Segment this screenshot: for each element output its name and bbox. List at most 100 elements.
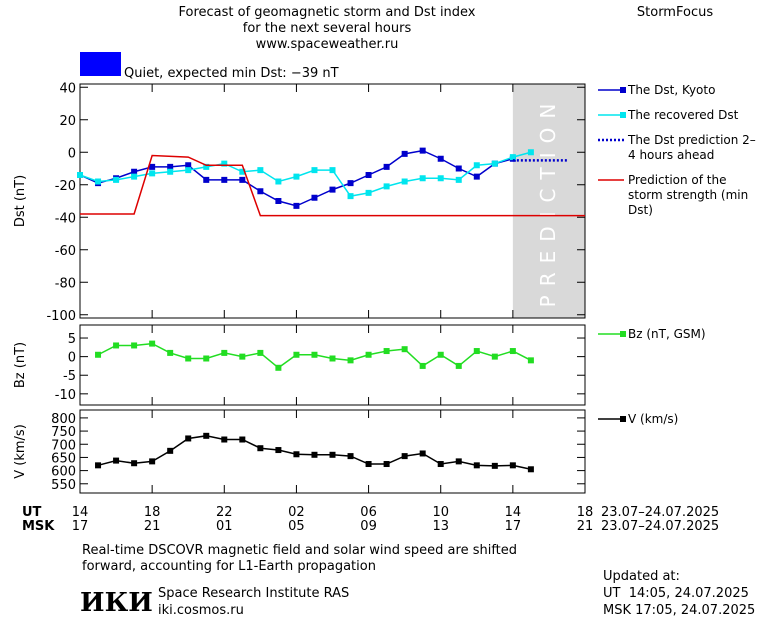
point xyxy=(491,462,498,469)
legend-entry: The Dst, Kyoto xyxy=(596,83,758,98)
point xyxy=(221,176,228,183)
y-tick-label: 750 xyxy=(51,425,76,440)
point xyxy=(203,163,210,170)
point xyxy=(203,432,210,439)
point xyxy=(347,180,354,187)
legend-label: The Dst, Kyoto xyxy=(628,83,716,97)
point xyxy=(221,436,228,443)
legend-label: The recovered Dst xyxy=(628,108,739,122)
point xyxy=(239,353,246,360)
point xyxy=(95,351,102,358)
point xyxy=(329,186,336,193)
point xyxy=(239,176,246,183)
point xyxy=(131,173,138,180)
x-axis-date: 23.07–24.07.2025 xyxy=(601,519,719,534)
point xyxy=(113,342,120,349)
y-tick-label: -20 xyxy=(55,179,76,194)
legend-entry: The Dst prediction 2–4 hours ahead xyxy=(596,133,758,163)
point xyxy=(257,167,264,174)
point xyxy=(473,348,480,355)
legend-swatch xyxy=(598,179,624,181)
title: www.spaceweather.ru xyxy=(256,37,399,52)
point xyxy=(401,150,408,157)
legend-marker xyxy=(620,416,626,422)
y-tick-label: -40 xyxy=(55,211,76,226)
point xyxy=(365,189,372,196)
y-tick-label: 40 xyxy=(59,81,76,96)
point xyxy=(131,342,138,349)
point xyxy=(419,362,426,369)
updated: Updated at: xyxy=(603,569,680,584)
y-tick-label: 550 xyxy=(51,478,76,493)
point xyxy=(455,176,462,183)
point xyxy=(455,165,462,172)
legend-entry: Bz (nT, GSM) xyxy=(596,327,758,342)
point xyxy=(149,340,156,347)
x-tick-label: 01 xyxy=(216,519,233,534)
y-tick-label: -5 xyxy=(63,369,76,384)
point xyxy=(167,168,174,175)
legend-entry: The recovered Dst xyxy=(596,108,758,123)
y-axis-label: Bz (nT) xyxy=(13,342,28,388)
x-axis-date: 23.07–24.07.2025 xyxy=(601,505,719,520)
point xyxy=(149,458,156,465)
point xyxy=(401,453,408,460)
point xyxy=(311,451,318,458)
x-tick-label: 18 xyxy=(144,505,161,520)
point xyxy=(347,193,354,200)
x-axis-row-label: UT xyxy=(22,505,42,520)
point xyxy=(455,362,462,369)
point xyxy=(419,147,426,154)
site: iki.cosmos.ru xyxy=(158,603,244,618)
y-tick-label: 0 xyxy=(68,146,76,161)
updated: MSK 17:05, 24.07.2025 xyxy=(603,603,755,618)
point xyxy=(455,458,462,465)
point xyxy=(167,163,174,170)
point xyxy=(419,175,426,182)
y-tick-label: 700 xyxy=(51,438,76,453)
point xyxy=(293,173,300,180)
legend-label: The Dst prediction 2–4 hours ahead xyxy=(628,133,756,162)
legend: The Dst, Kyoto The recovered Dst The Dst p… xyxy=(596,83,758,218)
legend-marker xyxy=(620,112,626,118)
point xyxy=(149,170,156,177)
point xyxy=(329,167,336,174)
x-tick-label: 22 xyxy=(216,505,233,520)
y-tick-label: 0 xyxy=(68,351,76,366)
point xyxy=(473,462,480,469)
point xyxy=(383,183,390,190)
y-tick-label: 650 xyxy=(51,451,76,466)
point xyxy=(347,453,354,460)
y-tick-label: -10 xyxy=(55,388,76,403)
logo: ИКИ xyxy=(80,588,153,618)
prediction-zone xyxy=(512,84,585,318)
point xyxy=(365,172,372,178)
point xyxy=(185,435,192,442)
point xyxy=(473,162,480,169)
legend-swatch xyxy=(598,416,626,422)
point xyxy=(275,178,282,185)
prediction-label: PREDICTION xyxy=(536,95,560,308)
y-tick-label: 20 xyxy=(59,114,76,129)
y-tick-label: -60 xyxy=(55,244,76,259)
point xyxy=(437,461,444,468)
point xyxy=(509,462,516,469)
x-tick-label: 18 xyxy=(577,505,594,520)
legend-label: Prediction of the storm strength (min Ds… xyxy=(628,173,753,217)
y-axis-label: Dst (nT) xyxy=(13,175,28,227)
status: Quiet, expected min Dst: −39 nT xyxy=(124,66,339,81)
point xyxy=(113,457,120,464)
legend-entry: Prediction of the storm strength (min Ds… xyxy=(596,173,758,218)
point xyxy=(95,462,102,469)
point xyxy=(437,175,444,182)
point xyxy=(293,202,300,209)
legend-label: Bz (nT, GSM) xyxy=(628,327,706,341)
point xyxy=(527,357,534,364)
point xyxy=(257,445,264,452)
point xyxy=(293,451,300,458)
point xyxy=(275,447,282,454)
legend-label: V (km/s) xyxy=(628,412,679,426)
x-tick-label: 09 xyxy=(360,519,377,534)
x-tick-label: 14 xyxy=(505,505,522,520)
